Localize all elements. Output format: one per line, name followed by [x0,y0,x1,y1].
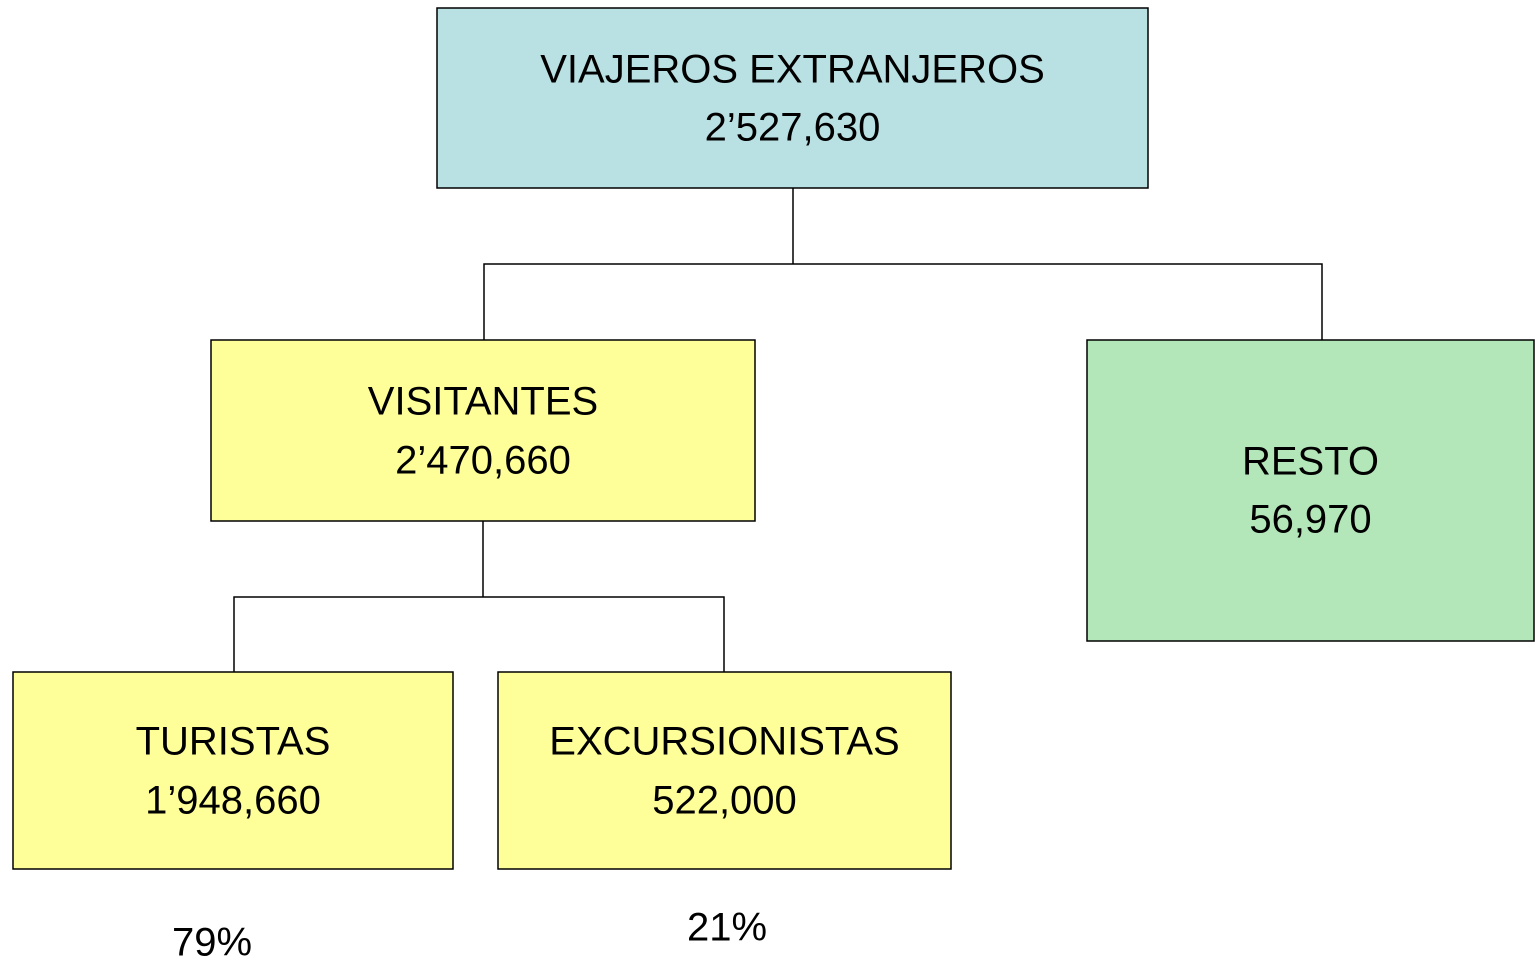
node-value: 1’948,660 [145,779,321,823]
node-value: 2’470,660 [395,439,571,483]
node: EXCURSIONISTAS 522,000 [497,671,952,870]
node-box [497,671,952,870]
node-box [1086,339,1535,642]
connectors [233,188,1323,672]
node: TURISTAS 1’948,660 [12,671,454,870]
node-label: VISITANTES [368,380,598,424]
share-label: 21% [687,906,767,950]
connector [483,263,1323,340]
node-value: 2’527,630 [705,106,881,150]
node: VIAJEROS EXTRANJEROS 2’527,630 [436,7,1149,189]
node-label: EXCURSIONISTAS [549,720,899,764]
node-box [210,339,756,522]
connector [233,596,725,672]
node-box [436,7,1149,189]
node-value: 56,970 [1249,498,1371,542]
node-box [12,671,454,870]
node: VISITANTES 2’470,660 [210,339,756,522]
node: RESTO 56,970 [1086,339,1535,642]
node-value: 522,000 [652,779,797,823]
node-label: TURISTAS [136,720,331,764]
node-label: RESTO [1242,440,1379,484]
node-label: VIAJEROS EXTRANJEROS [540,48,1045,92]
share-label: 79% [172,921,252,965]
